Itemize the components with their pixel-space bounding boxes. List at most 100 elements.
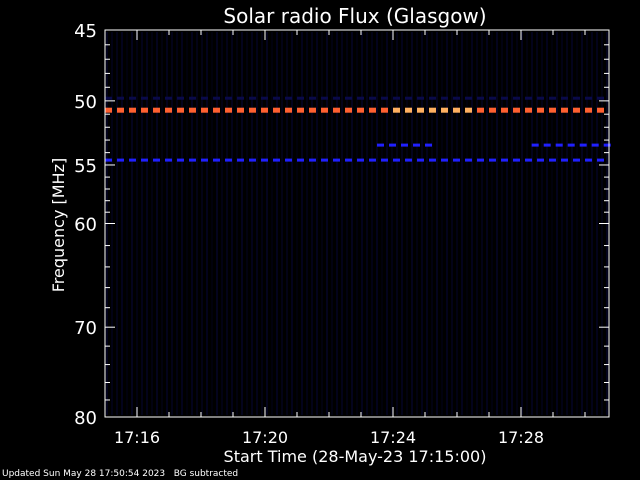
band-segment bbox=[561, 158, 568, 162]
band-segment bbox=[453, 107, 460, 113]
band-segment bbox=[165, 107, 172, 113]
y-tick-label: 70 bbox=[74, 318, 97, 339]
emission-band bbox=[531, 143, 611, 147]
x-tick-label: 17:20 bbox=[242, 428, 288, 447]
band-segment bbox=[297, 158, 304, 162]
band-segment bbox=[573, 158, 580, 162]
band-segment bbox=[357, 107, 364, 113]
band-segment bbox=[573, 107, 580, 113]
band-segment bbox=[117, 158, 124, 162]
footer: Updated Sun May 28 17:50:54 2023 BG subt… bbox=[2, 469, 238, 479]
band-segment bbox=[261, 107, 268, 113]
x-tick-label: 17:24 bbox=[370, 428, 416, 447]
band-segment bbox=[213, 158, 220, 162]
band-segment bbox=[603, 143, 611, 147]
band-segment bbox=[549, 107, 556, 113]
y-axis-label: Frequency [MHz] bbox=[49, 158, 68, 292]
band-segment bbox=[369, 107, 376, 113]
emission-band bbox=[105, 158, 604, 162]
band-segment bbox=[401, 143, 408, 147]
band-segment bbox=[165, 158, 172, 162]
band-segment bbox=[237, 158, 244, 162]
band-segment bbox=[513, 158, 520, 162]
band-segment bbox=[405, 96, 412, 100]
band-segment bbox=[561, 107, 568, 113]
band-segment bbox=[105, 107, 112, 113]
band-segment bbox=[501, 96, 508, 100]
band-segment bbox=[249, 158, 256, 162]
band-segment bbox=[525, 96, 532, 100]
band-segment bbox=[153, 158, 160, 162]
band-segment bbox=[369, 96, 376, 100]
chart-title: Solar radio Flux (Glasgow) bbox=[223, 4, 486, 28]
band-segment bbox=[201, 96, 208, 100]
band-segment bbox=[261, 158, 268, 162]
band-segment bbox=[465, 107, 472, 113]
band-segment bbox=[105, 96, 112, 100]
band-segment bbox=[129, 96, 136, 100]
band-segment bbox=[117, 96, 124, 100]
band-segment bbox=[413, 143, 420, 147]
band-segment bbox=[321, 96, 328, 100]
band-segment bbox=[369, 158, 376, 162]
band-segment bbox=[489, 107, 496, 113]
band-segment bbox=[249, 107, 256, 113]
y-tick-label: 60 bbox=[74, 215, 97, 236]
band-segment bbox=[285, 158, 292, 162]
band-segment bbox=[477, 107, 484, 113]
band-segment bbox=[153, 107, 160, 113]
band-segment bbox=[309, 96, 316, 100]
band-segment bbox=[357, 158, 364, 162]
band-segment bbox=[585, 107, 592, 113]
band-segment bbox=[525, 158, 532, 162]
band-segment bbox=[381, 107, 388, 113]
band-segment bbox=[237, 96, 244, 100]
band-segment bbox=[417, 158, 424, 162]
band-segment bbox=[377, 143, 384, 147]
emission-band bbox=[105, 107, 604, 113]
band-segment bbox=[345, 107, 352, 113]
band-segment bbox=[531, 143, 539, 147]
band-segment bbox=[417, 96, 424, 100]
band-segment bbox=[429, 158, 436, 162]
band-segment bbox=[561, 96, 568, 100]
band-segment bbox=[381, 96, 388, 100]
band-segment bbox=[489, 158, 496, 162]
band-segment bbox=[381, 158, 388, 162]
band-segment bbox=[573, 96, 580, 100]
band-segment bbox=[429, 96, 436, 100]
band-segment bbox=[453, 96, 460, 100]
band-segment bbox=[285, 107, 292, 113]
band-segment bbox=[465, 158, 472, 162]
band-segment bbox=[273, 96, 280, 100]
band-segment bbox=[333, 158, 340, 162]
band-segment bbox=[441, 158, 448, 162]
band-segment bbox=[273, 158, 280, 162]
band-segment bbox=[177, 96, 184, 100]
band-segment bbox=[153, 96, 160, 100]
band-segment bbox=[285, 96, 292, 100]
band-segment bbox=[525, 107, 532, 113]
band-segment bbox=[141, 158, 148, 162]
band-segment bbox=[177, 107, 184, 113]
band-segment bbox=[405, 158, 412, 162]
band-segment bbox=[465, 96, 472, 100]
band-segment bbox=[345, 158, 352, 162]
band-segment bbox=[321, 107, 328, 113]
band-segment bbox=[597, 107, 604, 113]
band-segment bbox=[129, 107, 136, 113]
processing-note: BG subtracted bbox=[173, 469, 239, 479]
band-segment bbox=[441, 96, 448, 100]
band-segment bbox=[501, 158, 508, 162]
band-segment bbox=[549, 158, 556, 162]
band-segment bbox=[129, 158, 136, 162]
band-segment bbox=[345, 96, 352, 100]
band-segment bbox=[477, 158, 484, 162]
band-segment bbox=[537, 107, 544, 113]
band-segment bbox=[417, 107, 424, 113]
band-segment bbox=[141, 96, 148, 100]
band-segment bbox=[477, 96, 484, 100]
band-segment bbox=[189, 158, 196, 162]
band-segment bbox=[297, 96, 304, 100]
